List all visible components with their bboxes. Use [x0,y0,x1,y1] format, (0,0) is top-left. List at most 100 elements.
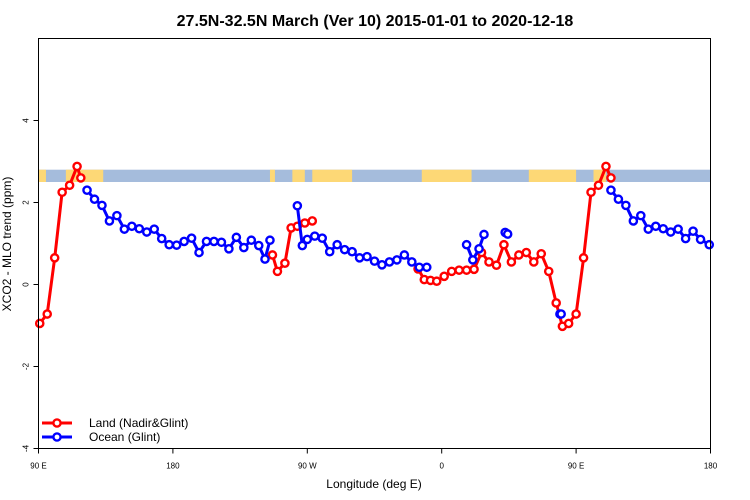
land-data-point [491,260,502,271]
land-data-point [280,258,290,268]
land-data-point [551,298,561,308]
ocean-data-point [332,239,342,250]
y-tick-label: 4 [22,118,31,123]
ocean-data-point [384,257,395,267]
land-data-point [586,187,596,198]
ocean-data-point [347,246,357,257]
ocean-data-point [621,200,631,211]
y-tick-label: 2 [22,200,31,205]
land-band-segment [312,169,353,182]
land-data-point [543,266,554,277]
land-data-point [300,218,310,228]
ocean-data-point [377,260,387,270]
ocean-data-point [354,253,365,263]
ocean-data-point [414,262,425,273]
ocean-data-point [179,236,189,247]
land-data-point [431,276,442,287]
land-data-point [528,257,539,267]
land-data-point [606,173,616,183]
land-data-point [454,265,464,275]
chart-title: 27.5N-32.5N March (Ver 10) 2015-01-01 to… [177,13,574,30]
ocean-data-point [292,200,303,211]
legend-ocean-marker [52,432,62,442]
ocean-data-point [265,235,275,246]
land-band-segment [421,169,472,182]
ocean-data-point [246,235,257,246]
ocean-data-point [421,262,432,273]
ocean-data-point [461,239,472,250]
ocean-data-point [643,224,654,234]
ocean-data-point [89,194,100,205]
ocean-data-point [479,229,489,240]
x-tick-label: 0 [439,462,444,471]
ocean-data-point [209,236,219,247]
y-tick-label: 0 [22,282,31,287]
land-data-point [446,266,457,277]
land-data-point [601,161,611,172]
x-axis-label: Longitude (deg E) [326,477,421,491]
series-layer [34,161,715,332]
ocean-data-point [407,257,417,267]
land-data-point [34,318,45,329]
land-data-point [307,216,318,226]
y-axis: -4 -2 0 2 4 [22,118,39,452]
land-data-point [461,265,472,275]
ocean-data-point [149,224,160,234]
land-data-point [521,247,532,258]
land-data-point [72,161,82,172]
ocean-data-point [253,240,264,251]
ocean-data-point [97,200,107,211]
ocean-data-point [474,244,484,254]
land-data-point [76,173,86,183]
y-tick-label: -4 [22,444,31,452]
land-band-segment [528,169,577,182]
ocean-data-point [680,233,691,244]
land-data-point [64,180,75,191]
ocean-data-point [399,250,410,260]
x-tick-label: 180 [166,462,180,471]
land-data-point [469,264,479,275]
land-data-point [439,271,449,282]
ocean-data-point [468,255,478,265]
ocean-data-point [194,247,204,258]
legend-land-label: Land (Nadir&Glint) [89,416,188,430]
ocean-data-point [231,232,242,243]
ocean-data-point [606,185,616,195]
x-axis: 90 E 180 90 W 0 90 E 180 [30,448,718,471]
ocean-data-point [628,216,639,226]
y-axis-label: XCO2 - MLO trend (ppm) [0,177,14,312]
ocean-data-point [613,194,624,205]
land-data-point [536,248,547,259]
ocean-data-point [82,185,92,195]
ocean-data-point [309,231,320,241]
land-data-point [563,318,574,329]
ocean-data-point [260,254,270,264]
ocean-data-point [302,234,313,245]
land-band-segment [38,169,46,182]
ocean-data-point [673,224,683,234]
ocean-data-point [556,309,566,319]
land-band-segment [269,169,275,182]
ocean-data-point [119,224,130,234]
ocean-data-point [502,229,513,239]
ocean-data-point [127,221,137,232]
legend-land-marker [52,418,62,428]
ocean-data-point [650,221,661,232]
legend: Land (Nadir&Glint)Ocean (Glint) [42,416,188,444]
ocean-data-point [362,251,372,262]
ocean-data-point [141,227,152,237]
ocean-data-point [216,237,227,248]
y-tick-label: -2 [22,362,31,370]
ocean-data-point [324,246,335,257]
land-data-point [514,250,524,260]
land-data-point [578,253,589,263]
x-tick-label: 90 W [298,462,317,471]
ocean-data-point [112,210,122,221]
ocean-data-point [688,226,698,236]
land-data-point [42,309,53,319]
land-data-point [571,309,581,319]
ocean-data-point [171,240,182,250]
plot-frame [38,38,711,449]
ocean-data-point [704,239,715,250]
